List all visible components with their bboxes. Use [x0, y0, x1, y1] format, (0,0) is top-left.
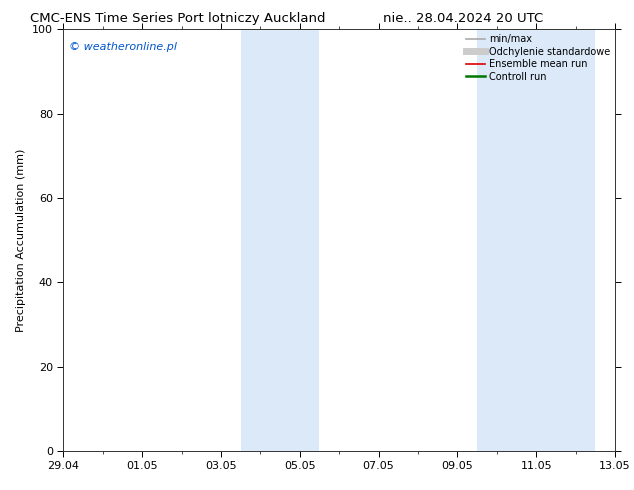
- Bar: [241, 29, 320, 451]
- Text: nie.. 28.04.2024 20 UTC: nie.. 28.04.2024 20 UTC: [383, 12, 543, 25]
- Y-axis label: Precipitation Accumulation (mm): Precipitation Accumulation (mm): [16, 148, 27, 332]
- Bar: [477, 29, 595, 451]
- Legend: min/max, Odchylenie standardowe, Ensemble mean run, Controll run: min/max, Odchylenie standardowe, Ensembl…: [465, 34, 610, 81]
- Text: CMC-ENS Time Series Port lotniczy Auckland: CMC-ENS Time Series Port lotniczy Auckla…: [30, 12, 325, 25]
- Text: © weatheronline.pl: © weatheronline.pl: [69, 42, 177, 52]
